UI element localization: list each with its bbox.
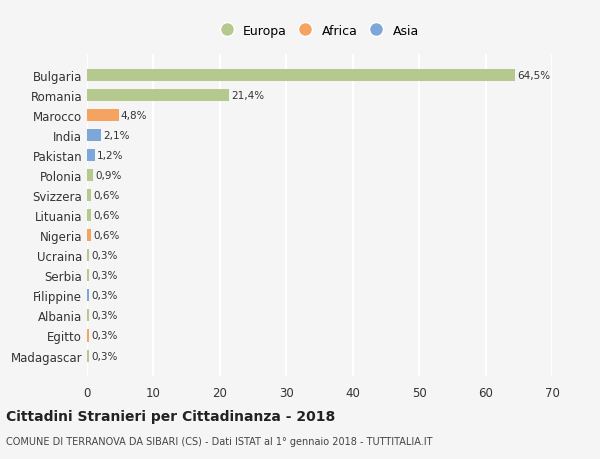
Bar [87,310,89,322]
Bar [87,90,229,102]
Bar [87,210,91,222]
Bar [87,110,119,122]
Text: COMUNE DI TERRANOVA DA SIBARI (CS) - Dati ISTAT al 1° gennaio 2018 - TUTTITALIA.: COMUNE DI TERRANOVA DA SIBARI (CS) - Dat… [6,437,433,446]
Bar [87,150,95,162]
Bar [87,70,515,82]
Text: 0,6%: 0,6% [93,211,119,221]
Text: 2,1%: 2,1% [103,131,130,141]
Bar [87,330,89,342]
Text: 0,3%: 0,3% [91,351,118,361]
Text: 0,6%: 0,6% [93,231,119,241]
Bar [87,250,89,262]
Bar [87,170,93,182]
Text: 0,3%: 0,3% [91,251,118,261]
Legend: Europa, Africa, Asia: Europa, Africa, Asia [215,20,424,43]
Bar [87,230,91,242]
Bar [87,270,89,282]
Text: Cittadini Stranieri per Cittadinanza - 2018: Cittadini Stranieri per Cittadinanza - 2… [6,409,335,423]
Bar [87,130,101,142]
Text: 21,4%: 21,4% [231,91,264,101]
Text: 64,5%: 64,5% [517,71,551,81]
Text: 0,3%: 0,3% [91,331,118,341]
Text: 1,2%: 1,2% [97,151,124,161]
Bar [87,290,89,302]
Text: 0,9%: 0,9% [95,171,121,181]
Text: 0,6%: 0,6% [93,191,119,201]
Text: 0,3%: 0,3% [91,311,118,321]
Bar [87,350,89,362]
Text: 0,3%: 0,3% [91,271,118,281]
Text: 4,8%: 4,8% [121,111,148,121]
Text: 0,3%: 0,3% [91,291,118,301]
Bar [87,190,91,202]
